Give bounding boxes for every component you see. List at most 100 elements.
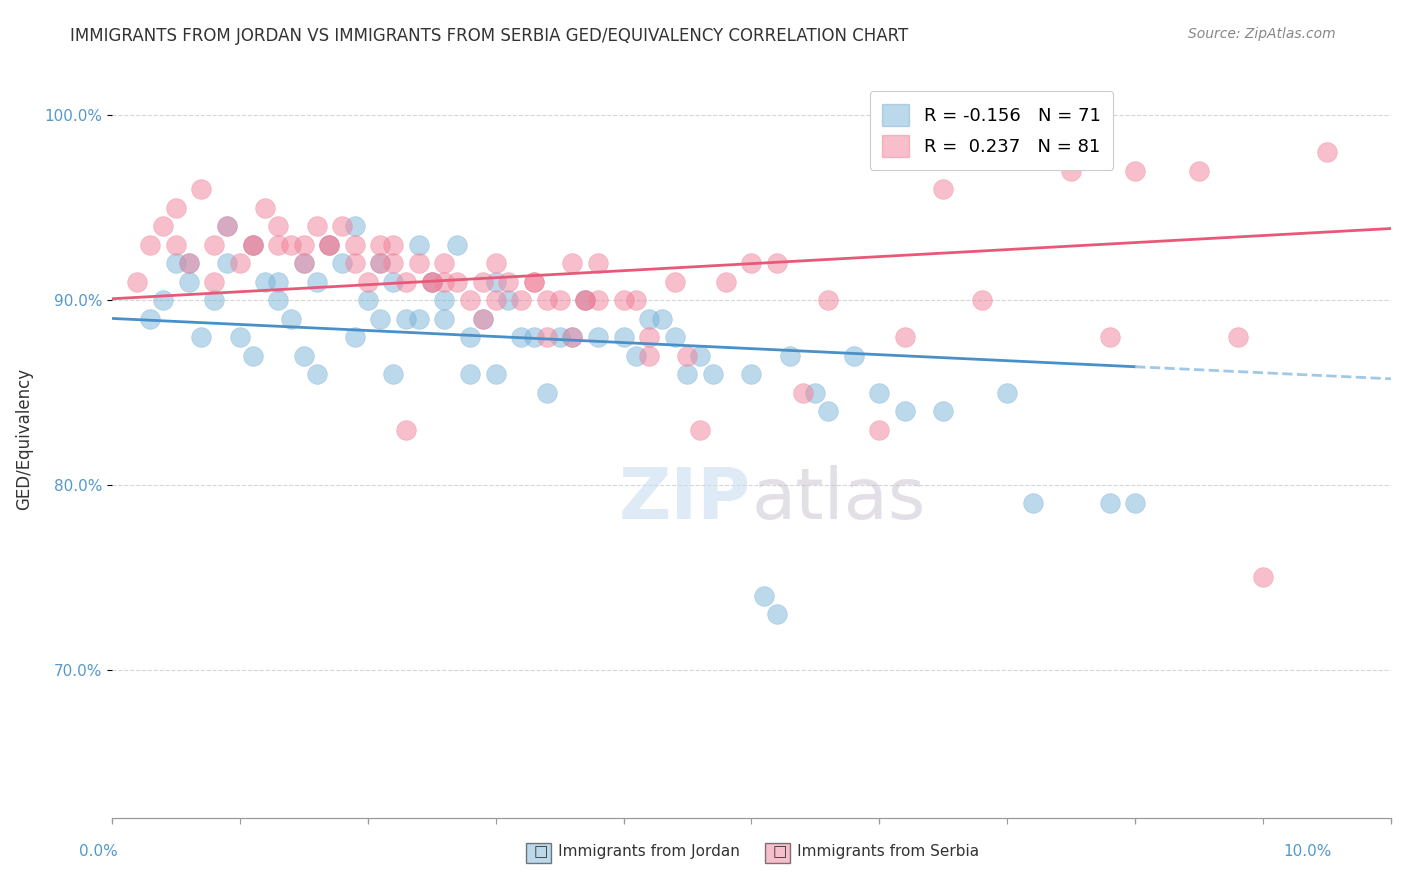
Point <box>498 293 520 307</box>
Point <box>177 256 200 270</box>
Point <box>1251 570 1274 584</box>
Point <box>561 330 583 344</box>
Point <box>574 293 596 307</box>
Y-axis label: GED/Equivalency: GED/Equivalency <box>15 368 32 510</box>
Point <box>676 349 699 363</box>
Point <box>318 237 340 252</box>
Point <box>740 256 762 270</box>
Point <box>330 256 353 270</box>
Point <box>446 275 468 289</box>
Point <box>202 275 225 289</box>
Text: ZIP: ZIP <box>619 465 751 534</box>
Point <box>229 330 252 344</box>
Point <box>267 275 290 289</box>
Point <box>215 219 238 233</box>
Point <box>612 293 634 307</box>
Point <box>433 256 456 270</box>
Point <box>202 293 225 307</box>
Point <box>664 330 686 344</box>
Point <box>408 311 430 326</box>
Point <box>433 293 456 307</box>
Point <box>458 330 481 344</box>
Point <box>395 275 418 289</box>
Point <box>408 237 430 252</box>
Point <box>523 275 546 289</box>
Point <box>267 293 290 307</box>
Point <box>395 311 418 326</box>
Point <box>612 330 634 344</box>
Point <box>1226 330 1249 344</box>
Point <box>370 311 392 326</box>
Legend: R = -0.156   N = 71, R =  0.237   N = 81: R = -0.156 N = 71, R = 0.237 N = 81 <box>870 91 1114 169</box>
Point <box>433 311 456 326</box>
Point <box>561 256 583 270</box>
Point <box>536 385 558 400</box>
Point <box>586 256 609 270</box>
Point <box>458 367 481 381</box>
Point <box>779 349 801 363</box>
Point <box>395 423 418 437</box>
Point <box>343 237 366 252</box>
Point <box>932 127 955 141</box>
Point <box>343 256 366 270</box>
Point <box>215 219 238 233</box>
Point <box>356 293 378 307</box>
Point <box>229 256 252 270</box>
Point <box>370 256 392 270</box>
Point <box>626 293 648 307</box>
Text: □  Immigrants from Serbia: □ Immigrants from Serbia <box>773 845 980 859</box>
Point <box>280 237 302 252</box>
Point <box>586 330 609 344</box>
Point <box>766 256 789 270</box>
Point <box>190 182 212 196</box>
Point <box>267 219 290 233</box>
Point <box>792 385 814 400</box>
Point <box>689 423 711 437</box>
Point <box>458 293 481 307</box>
Point <box>305 219 328 233</box>
Point <box>638 330 661 344</box>
Point <box>548 293 571 307</box>
Point <box>408 256 430 270</box>
Point <box>215 256 238 270</box>
Point <box>574 293 596 307</box>
Point <box>638 349 661 363</box>
Point <box>484 256 506 270</box>
Point <box>305 367 328 381</box>
Point <box>995 108 1018 122</box>
Point <box>510 293 533 307</box>
Point <box>638 311 661 326</box>
Point <box>471 275 494 289</box>
Text: 0.0%: 0.0% <box>79 845 118 859</box>
Point <box>970 293 993 307</box>
Point <box>510 330 533 344</box>
Point <box>1060 163 1083 178</box>
Point <box>382 256 405 270</box>
Point <box>356 275 378 289</box>
Point <box>292 256 315 270</box>
Text: Source: ZipAtlas.com: Source: ZipAtlas.com <box>1188 27 1336 41</box>
Point <box>370 256 392 270</box>
Point <box>152 219 174 233</box>
Point <box>995 385 1018 400</box>
Point <box>242 237 264 252</box>
Point <box>292 256 315 270</box>
Point <box>484 275 506 289</box>
Point <box>817 293 839 307</box>
Point <box>1316 145 1339 159</box>
Point <box>894 330 917 344</box>
Point <box>626 349 648 363</box>
Point <box>651 311 673 326</box>
Point <box>292 237 315 252</box>
Point <box>382 237 405 252</box>
Point <box>536 293 558 307</box>
Point <box>498 275 520 289</box>
Point <box>689 349 711 363</box>
Point <box>420 275 443 289</box>
Point <box>343 330 366 344</box>
Point <box>305 275 328 289</box>
Point <box>420 275 443 289</box>
Point <box>343 219 366 233</box>
Point <box>932 404 955 418</box>
Point <box>254 201 277 215</box>
